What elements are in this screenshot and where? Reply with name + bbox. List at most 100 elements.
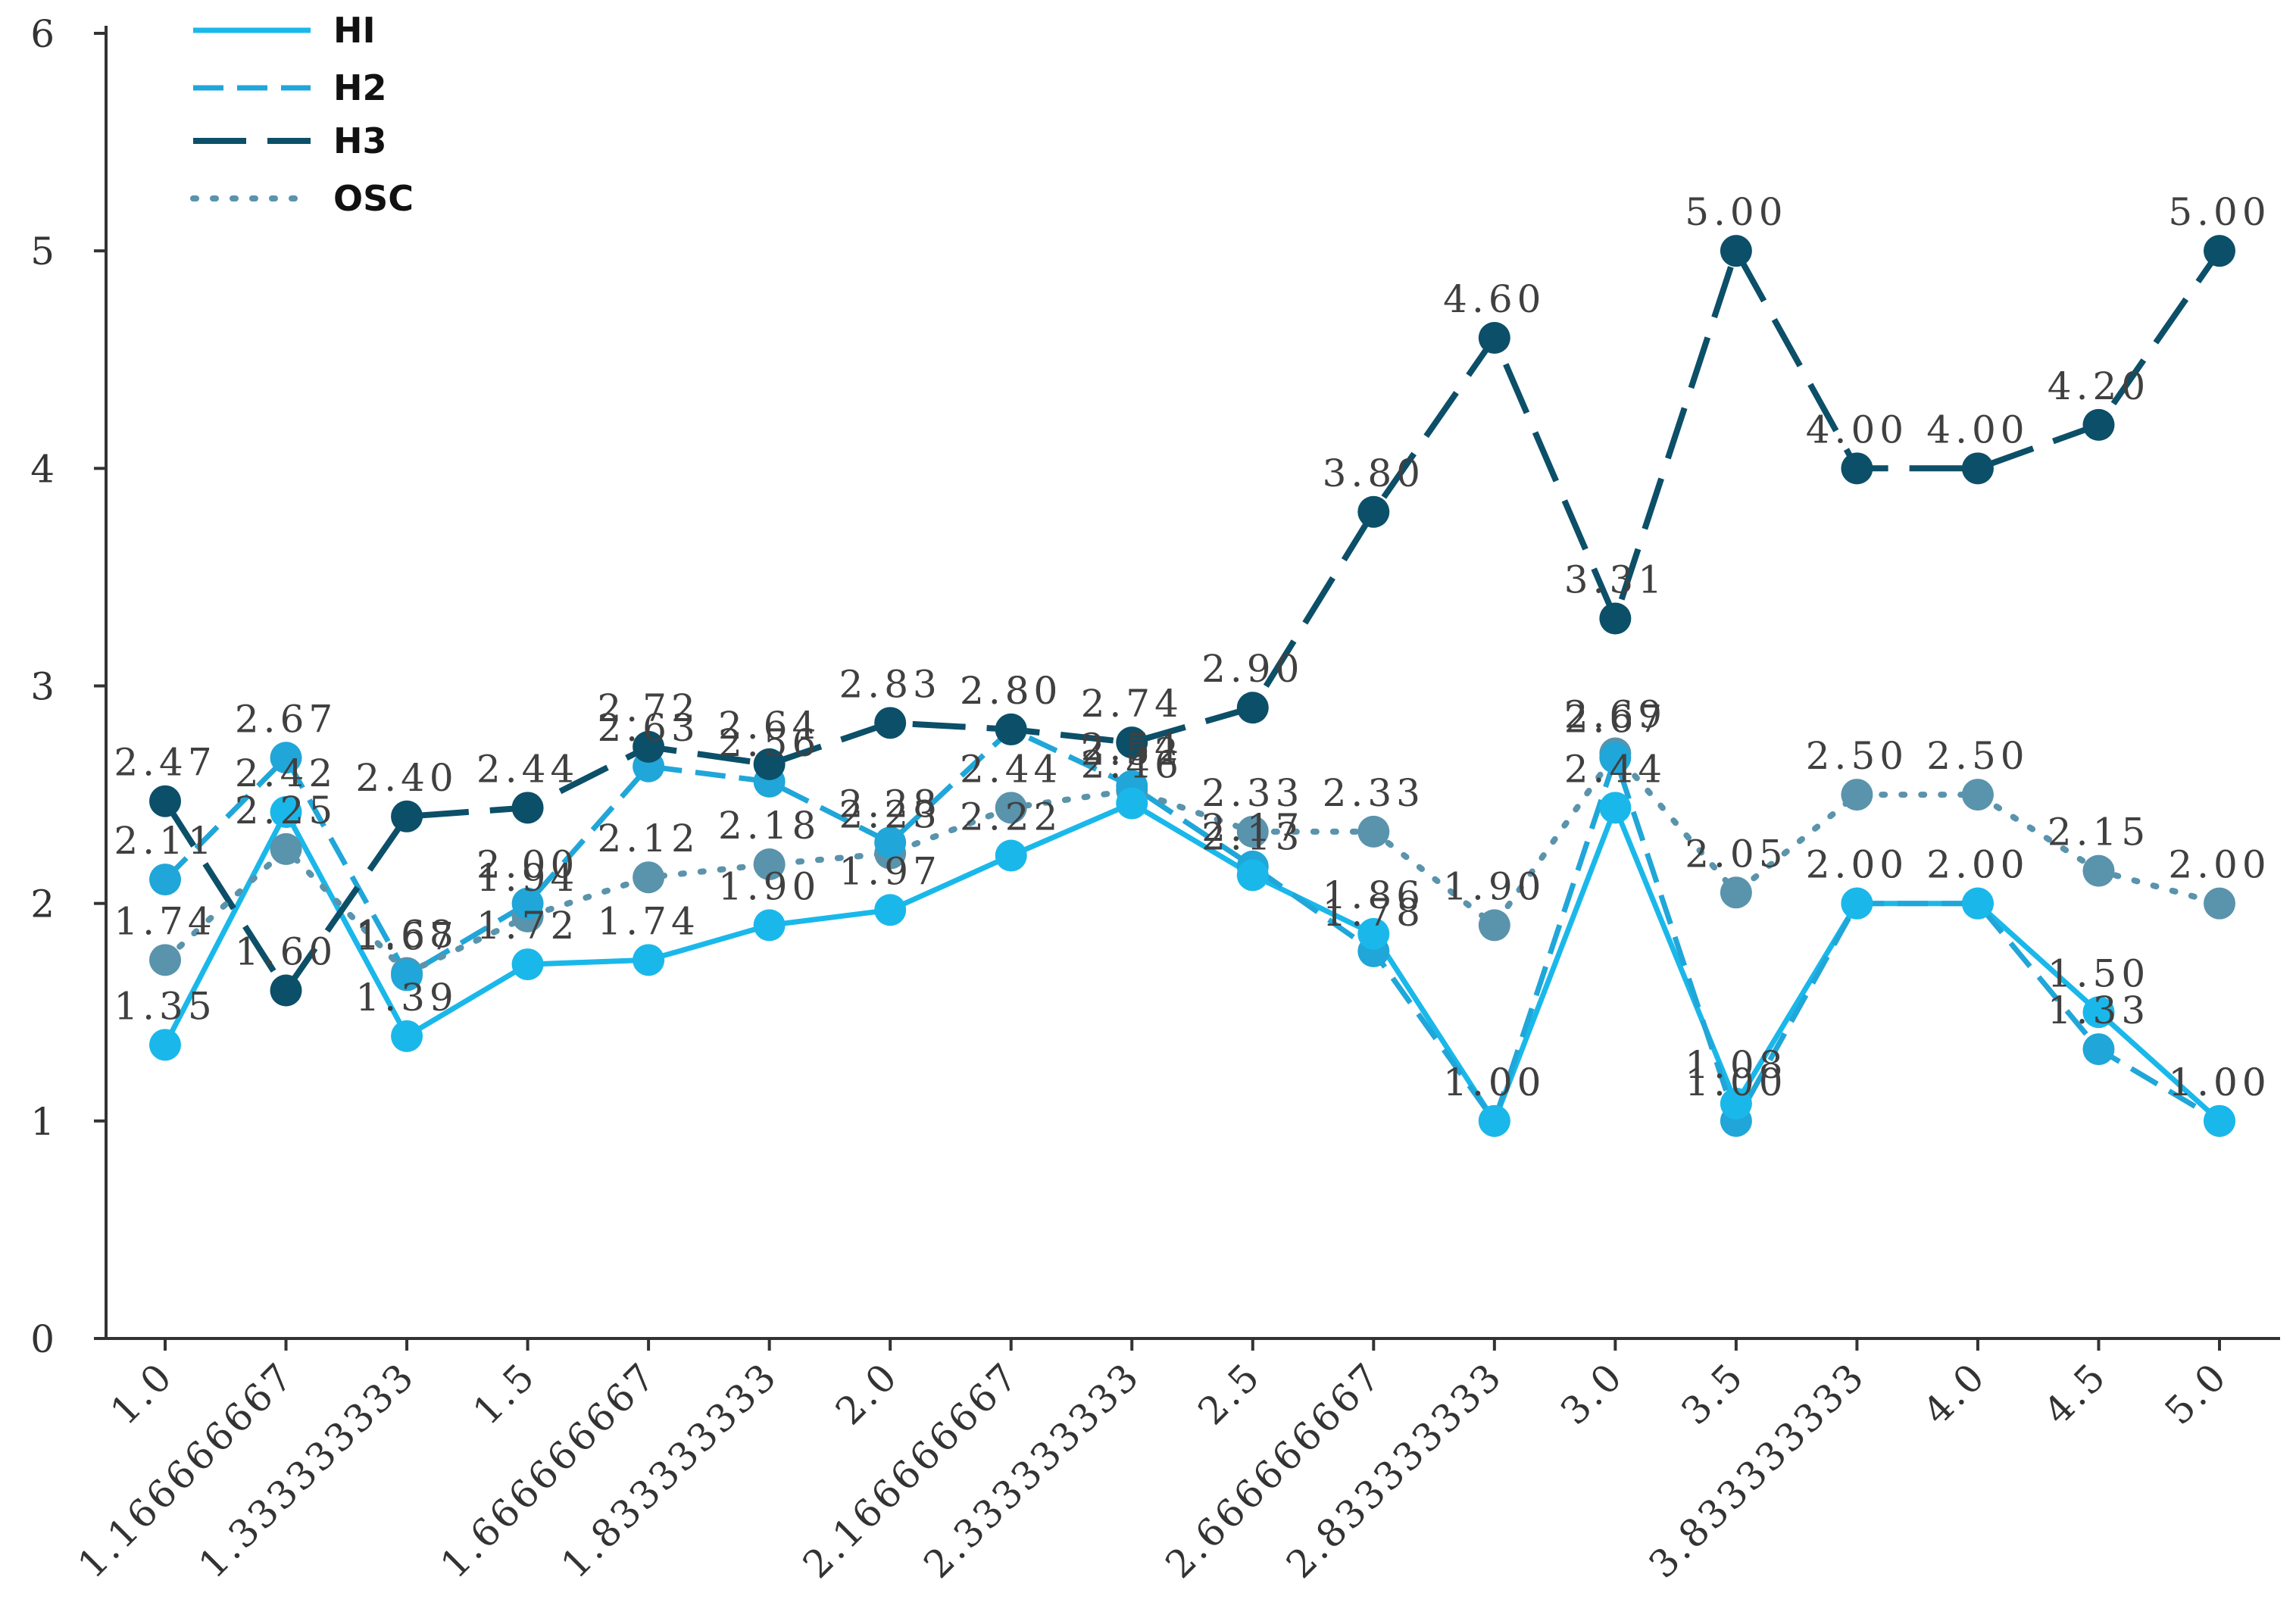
data-label-h3: 4.20 <box>2048 364 2150 408</box>
data-label-h3: 4.00 <box>1926 408 2029 451</box>
data-label-h3: 4.00 <box>1806 408 1908 451</box>
data-label-h3: 2.74 <box>1081 682 1183 726</box>
data-point-osc <box>149 944 181 976</box>
data-point-hi <box>391 1020 423 1052</box>
data-label-h3: 2.47 <box>114 741 216 785</box>
y-tick-label: 0 <box>30 1317 55 1361</box>
data-label-h2: 2.67 <box>1564 697 1667 741</box>
series-line-hi <box>162 801 2222 1124</box>
data-point-hi <box>1478 1104 1510 1137</box>
data-label-h3: 2.90 <box>1201 647 1304 691</box>
data-point-h3 <box>511 792 544 824</box>
data-point-osc <box>270 832 302 865</box>
x-tick-label: 2.0 <box>827 1353 907 1433</box>
legend-label-h3: H3 <box>333 120 387 161</box>
data-point-osc <box>1478 909 1510 942</box>
data-label-h3: 3.31 <box>1564 558 1667 601</box>
data-point-h3 <box>633 730 665 763</box>
data-label-h3: 2.44 <box>476 747 579 791</box>
data-label-osc: 2.23 <box>839 793 942 837</box>
y-tick-label: 6 <box>30 12 55 56</box>
data-point-h3 <box>1478 322 1510 355</box>
data-point-h2 <box>391 959 423 992</box>
series-points <box>149 235 2235 1137</box>
data-point-hi <box>1599 792 1632 824</box>
data-point-h3 <box>1236 692 1269 724</box>
data-label-h2: 2.54 <box>1081 726 1183 770</box>
data-point-osc <box>633 861 665 894</box>
data-point-hi <box>511 948 544 981</box>
data-label-h2: 2.67 <box>235 697 337 741</box>
series-lines <box>162 248 2223 1124</box>
data-point-osc <box>995 792 1027 824</box>
y-tick-label: 3 <box>30 665 55 709</box>
data-point-h2 <box>2082 1033 2115 1066</box>
data-label-h3: 2.72 <box>597 686 699 730</box>
data-label-h2: 2.17 <box>1201 806 1304 850</box>
data-label-h2: 2.56 <box>718 721 820 765</box>
data-label-hi: 2.44 <box>1564 747 1667 791</box>
data-label-h3: 5.00 <box>2168 190 2270 234</box>
data-label-h2: 1.00 <box>2168 1060 2270 1104</box>
data-label-hi: 2.46 <box>1081 743 1183 787</box>
data-point-hi <box>1116 787 1148 820</box>
data-label-h3: 2.64 <box>718 704 820 748</box>
data-label-h2: 1.00 <box>1443 1060 1545 1104</box>
x-tick-label: 1.5 <box>464 1353 545 1433</box>
data-label-hi: 2.00 <box>1926 843 2029 887</box>
data-label-hi: 2.22 <box>960 795 1062 839</box>
series-line-h3 <box>162 248 2223 994</box>
data-label-h2: 2.80 <box>960 669 1062 713</box>
data-point-h3 <box>149 785 181 817</box>
data-label-hi: 1.39 <box>355 976 458 1020</box>
data-label-h3: 2.83 <box>839 662 942 706</box>
data-point-osc <box>1841 779 1873 811</box>
x-tick-label: 2.333333333 <box>915 1353 1148 1586</box>
data-label-hi: 1.08 <box>1685 1043 1787 1087</box>
data-labels: 1.35 2.42 1.39 1.72 1.74 1.90 1.97 2.22 2.46 2.13… <box>114 190 2270 1104</box>
data-point-hi <box>874 894 907 926</box>
data-point-hi <box>1841 887 1873 920</box>
data-point-h2 <box>874 826 907 859</box>
data-label-osc: 2.15 <box>2048 811 2150 854</box>
x-tick-label: 1.0 <box>102 1353 183 1433</box>
data-label-osc: 2.00 <box>2168 843 2270 887</box>
data-point-hi <box>633 944 665 976</box>
x-tick-label: 2.666666667 <box>1157 1353 1390 1586</box>
data-point-hi <box>2204 1104 2235 1137</box>
legend-label-h2: H2 <box>333 67 387 108</box>
data-label-osc: 1.94 <box>476 856 579 900</box>
data-point-hi <box>2082 996 2115 1029</box>
data-label-osc: 2.52 <box>1081 729 1183 773</box>
data-label-hi: 2.00 <box>1806 843 1908 887</box>
data-label-hi: 2.13 <box>1201 814 1304 858</box>
data-label-h2: 2.28 <box>839 782 942 826</box>
x-tick-label: 4.5 <box>2035 1353 2116 1433</box>
y-tick-label: 5 <box>30 230 55 273</box>
data-label-osc: 1.90 <box>1443 864 1545 908</box>
data-point-hi <box>1720 1087 1752 1120</box>
data-point-h3 <box>270 974 302 1007</box>
data-point-hi <box>1236 859 1269 892</box>
data-label-h2: 2.63 <box>597 706 699 750</box>
data-point-osc <box>1236 815 1269 848</box>
data-point-osc <box>2204 887 2235 920</box>
data-point-osc <box>1357 815 1390 848</box>
data-point-hi <box>149 1029 181 1061</box>
data-label-hi: 2.42 <box>235 751 337 795</box>
data-label-hi: 1.90 <box>718 864 820 908</box>
data-label-h3: 3.80 <box>1323 451 1425 495</box>
data-label-h2: 1.78 <box>1323 891 1425 935</box>
data-label-osc: 2.69 <box>1564 693 1667 737</box>
data-label-osc: 2.33 <box>1201 771 1304 815</box>
data-point-h3 <box>2082 408 2115 441</box>
data-point-osc <box>1720 876 1752 909</box>
data-point-h3 <box>1116 726 1148 759</box>
y-tick-label: 2 <box>30 882 55 926</box>
data-label-h2: 1.33 <box>2048 989 2150 1032</box>
data-point-h2 <box>1599 742 1632 774</box>
data-label-osc: 2.25 <box>235 789 337 832</box>
data-label-osc: 2.44 <box>960 747 1062 791</box>
data-point-osc <box>2082 854 2115 887</box>
